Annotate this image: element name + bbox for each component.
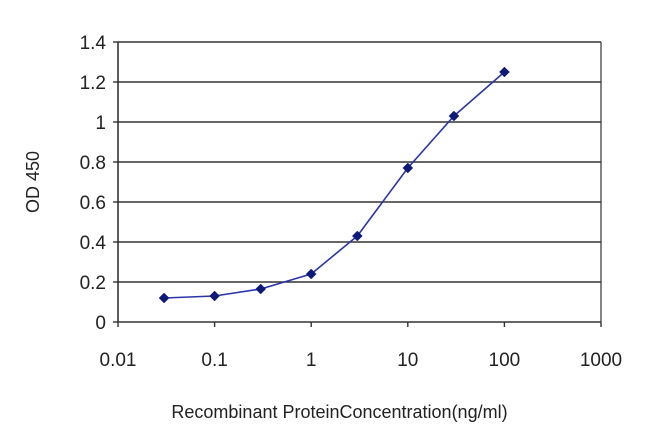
data-point [255,283,267,295]
data-point [351,230,363,242]
y-tick-label: 0.4 [80,233,107,254]
x-tick-label: 1 [306,350,317,371]
y-tick-label: 1.4 [80,33,107,54]
data-point [305,268,317,280]
y-tick-label: 0.2 [80,273,106,294]
axes [117,42,602,323]
x-tick-label: 1000 [580,350,622,371]
x-axis-label: Recombinant ProteinConcentration(ng/ml) [171,402,507,422]
y-axis-ticks: 0 0.2 0.4 0.6 0.8 1 1.2 1.4 [80,33,118,334]
data-point [402,162,414,174]
y-tick-label: 0 [95,313,106,334]
data-point [499,66,510,78]
x-tick-label: 0.1 [201,350,227,371]
series-layer [158,66,510,304]
y-tick-label: 0.8 [80,153,106,174]
x-tick-label: 10 [397,350,418,371]
y-tick-label: 0.6 [80,193,106,214]
series-line [164,71,505,299]
x-tick-label: 100 [489,350,521,371]
y-tick-label: 1 [95,113,106,134]
data-point [158,292,170,304]
data-point [448,110,460,122]
y-tick-label: 1.2 [80,73,106,94]
data-point [209,290,220,302]
x-axis-ticks: 0.01 0.1 1 10 100 1000 [100,322,622,371]
plot-area [118,42,601,322]
y-axis-label: OD 450 [23,151,43,213]
x-tick-label: 0.01 [100,350,137,371]
gridlines [118,41,601,283]
